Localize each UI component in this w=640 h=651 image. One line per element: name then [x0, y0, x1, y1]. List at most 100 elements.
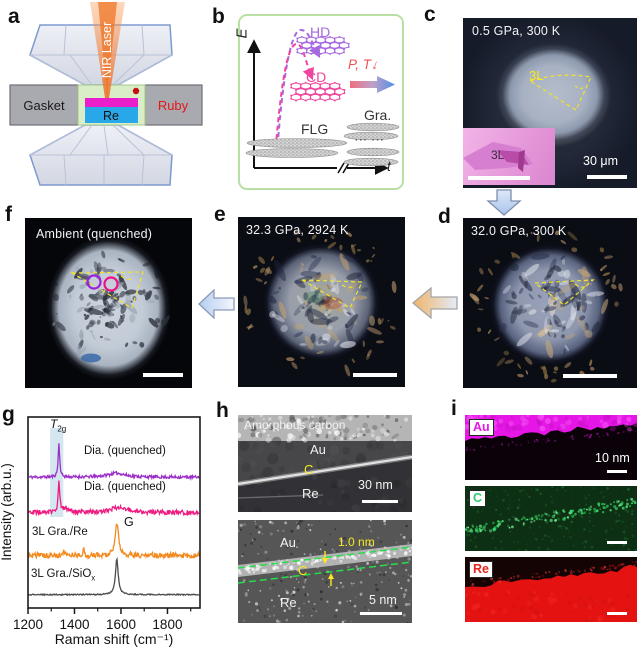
raman-spot-marker-magenta — [103, 276, 119, 292]
re-label: Re — [103, 109, 119, 123]
cd-energy-path — [274, 43, 314, 157]
raman-chart: 1200 1400 1600 1800 Raman shift (cm⁻¹) Inte… — [0, 416, 201, 647]
sample-outline-detail — [574, 85, 586, 89]
inset-flake-fold — [518, 150, 525, 172]
photo-e-overlay — [243, 229, 397, 377]
eds-map-re: Re — [465, 557, 637, 622]
re-layer-label-2: Re — [280, 595, 297, 610]
t2g-sub: 2g — [57, 424, 67, 434]
e-axis-label: E — [233, 28, 251, 39]
flow-arrow-d-to-e — [412, 287, 458, 319]
region-3l-label: 3L — [529, 68, 544, 83]
raman-trace-0 — [28, 443, 200, 481]
tem-top-canvas — [238, 415, 412, 512]
photo-c-overlay — [528, 74, 592, 111]
inset-3l-label: 3L — [491, 148, 505, 162]
raman-trace-1 — [28, 480, 200, 517]
amorphous-carbon-label: Amorphous carbon — [244, 418, 346, 432]
blue-inclusion — [81, 353, 101, 363]
siox-sub: x — [91, 573, 96, 583]
t2g-peak-label: T2g — [50, 418, 66, 433]
graphite-label: Gra. — [364, 107, 392, 123]
photo-32gpa-2924k: 32.3 GPa, 2924 K — [238, 217, 405, 387]
cd-label: CD — [306, 69, 327, 85]
raman-trace-2 — [28, 523, 200, 560]
spectrum-label-dia-1: Dia. (quenched) — [84, 445, 166, 457]
sample-outline-d — [533, 279, 595, 306]
gasket-right — [144, 84, 203, 126]
sample-outline-e — [301, 279, 363, 309]
photo-0p5gpa: 0.5 GPa, 300 K 3L 3L 30 μm — [463, 18, 637, 188]
panel-g-letter: g — [2, 403, 15, 426]
laser-heated-spot — [323, 297, 343, 309]
raman-xaxis-title: Raman shift (cm⁻¹) — [55, 631, 174, 647]
scale-bar-c — [587, 175, 627, 179]
eds-au-label: Au — [469, 419, 494, 436]
siox-main: 3L Gra./SiO — [31, 568, 92, 580]
condition-c: 0.5 GPa, 300 K — [472, 24, 561, 38]
eds-re-canvas — [465, 560, 637, 622]
re-region — [465, 564, 637, 622]
interface-guide-bottom — [238, 561, 412, 584]
scalebar-label-c: 30 μm — [583, 154, 618, 168]
flg-label: FLG — [301, 121, 329, 137]
tem-image-high-mag: Au 1.0 nm C Re 5 nm — [238, 520, 412, 623]
hd-energy-path — [276, 29, 321, 155]
pt-text: P, T — [348, 57, 372, 72]
panel-b-letter: b — [212, 5, 225, 28]
condition-f: Ambient (quenched) — [36, 227, 153, 241]
flow-arrow-c-to-d — [486, 189, 522, 216]
scale-bar-h-top — [362, 500, 398, 503]
lattice-group — [245, 35, 400, 167]
photo-32gpa-300k: 32.0 GPa, 300 K — [463, 218, 637, 388]
panel-i-letter: i — [451, 397, 457, 420]
sample-outline-f — [69, 271, 144, 309]
graphene-layer — [85, 98, 138, 107]
photo-f-overlay — [52, 250, 170, 363]
carbon-layer-line — [238, 455, 412, 486]
x-tick-label: 1400 — [59, 617, 89, 632]
panel-a-letter: a — [8, 5, 20, 28]
scale-bar-h-bottom — [360, 612, 402, 615]
x-tick-label: 1200 — [13, 617, 43, 632]
tem-bottom-canvas — [238, 520, 412, 623]
pt-gradient-arrow — [350, 76, 395, 93]
ruby-sphere — [132, 87, 140, 95]
dac-schematic: NIR Laser Gasket Ruby Re — [9, 2, 203, 186]
optical-inset: 3L — [463, 128, 555, 185]
raman-spot-marker-purple — [86, 274, 102, 290]
raman-yaxis-title: Intensity (arb.u.) — [0, 463, 14, 561]
x-tick-label: 1800 — [152, 617, 182, 632]
condition-e: 32.3 GPa, 2924 K — [246, 223, 349, 237]
condition-d: 32.0 GPa, 300 K — [471, 224, 567, 238]
g-peak-label: G — [124, 515, 134, 529]
raman-trace-3 — [28, 556, 200, 597]
scalebar-label-i: 10 nm — [595, 451, 630, 465]
axis-break-slash — [342, 162, 350, 174]
thickness-arrows — [322, 551, 334, 586]
tem-image-low-mag: Amorphous carbon Au C Re 30 nm — [238, 415, 412, 512]
scalebar-label-h-bottom: 5 nm — [369, 593, 397, 607]
eds-re-label: Re — [469, 561, 493, 578]
spectrum-label-dia-2: Dia. (quenched) — [84, 481, 166, 493]
graphite-dots: ··· ··· — [355, 135, 385, 146]
energy-diagram: E t HD CD FLG Gra. P, T↓ ··· ··· — [233, 14, 404, 190]
scale-bar-i-c — [607, 541, 627, 544]
hd-label: HD — [310, 24, 331, 40]
spectrum-label-gra-siox: 3L Gra./SiOx — [31, 568, 96, 583]
eds-map-c: C — [465, 486, 637, 551]
interface-guide-top — [238, 546, 412, 569]
au-layer-label: Au — [310, 442, 326, 457]
x-tick-label: 1600 — [106, 617, 136, 632]
sample-outline-3l — [528, 74, 592, 111]
heated-spot-green — [305, 291, 323, 303]
re-substrate — [85, 107, 138, 123]
scalebar-label-h-top: 30 nm — [358, 478, 393, 492]
plot-frame — [27, 416, 201, 609]
inset-scale-bar — [468, 176, 530, 180]
eds-c-label: C — [469, 490, 487, 507]
energy-diagram-canvas — [245, 29, 400, 175]
spectrum-label-gra-re: 3L Gra./Re — [32, 526, 88, 538]
re-layer-label: Re — [302, 486, 319, 501]
